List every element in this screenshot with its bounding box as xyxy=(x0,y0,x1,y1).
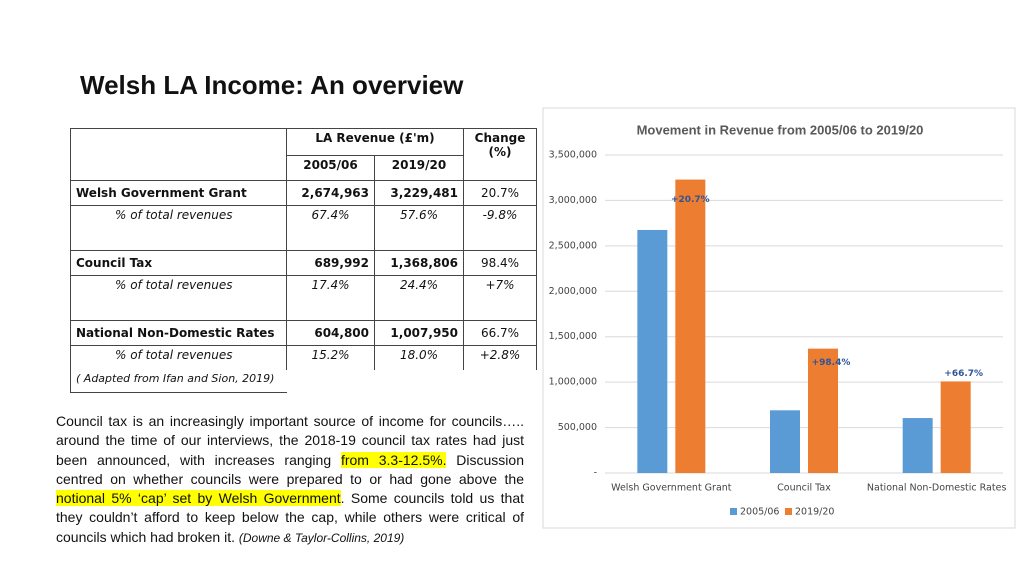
header-row: LA Revenue (£'m) Change (%) xyxy=(70,128,537,181)
y-tick-label: 2,500,000 xyxy=(549,240,597,251)
legend-label: 2019/20 xyxy=(795,507,834,518)
table-cell: 1,368,806 xyxy=(374,250,464,276)
table-cell: 18.0% xyxy=(374,345,464,370)
bar xyxy=(808,348,838,473)
bar-annotation: +20.7% xyxy=(671,195,710,205)
slide-title: Welsh LA Income: An overview xyxy=(80,70,464,100)
table-cell: +7% xyxy=(463,275,537,321)
table-cell: % of total revenues xyxy=(70,345,287,370)
x-tick-label: Welsh Government Grant xyxy=(611,483,732,494)
bar-annotation: +98.4% xyxy=(812,358,851,368)
table-cell: 2,674,963 xyxy=(286,180,375,206)
header-row: 2005/06 2019/20 xyxy=(71,155,537,181)
y-tick-label: 1,000,000 xyxy=(549,377,597,388)
legend-swatch xyxy=(785,508,792,515)
table-cell: 20.7% xyxy=(463,180,537,206)
bar-annotation: +66.7% xyxy=(944,369,983,379)
bar xyxy=(770,410,800,473)
table-cell: 24.4% xyxy=(374,275,464,321)
table-cell: -9.8% xyxy=(463,205,537,251)
table-row: % of total revenues 15.2% 18.0% +2.8% xyxy=(70,345,537,370)
bar xyxy=(637,229,668,473)
source-note: ( Adapted from Ifan and Sion, 2019) xyxy=(70,370,287,393)
y-tick-label: - xyxy=(594,468,597,479)
table-cell: +2.8% xyxy=(463,345,537,370)
header-cell: 2019/20 xyxy=(374,155,464,181)
bar xyxy=(675,179,706,473)
citation: (Downe & Taylor-Collins, 2019) xyxy=(238,530,405,545)
table-cell: % of total revenues xyxy=(70,205,287,251)
chart-frame xyxy=(542,107,1016,529)
paragraph: Council tax is an increasingly important… xyxy=(56,412,524,548)
y-tick-label: 500,000 xyxy=(558,422,597,433)
table-cell: 604,800 xyxy=(286,320,375,346)
text-segment: Discussion centred on whether councils w… xyxy=(56,451,524,487)
chart-title: Movement in Revenue from 2005/06 to 2019… xyxy=(637,122,924,137)
table-row: National Non-Domestic Rates 604,800 1,007,… xyxy=(70,320,537,346)
table-cell: Welsh Government Grant xyxy=(70,180,287,206)
table-row: % of total revenues 17.4% 24.4% +7% xyxy=(70,275,537,321)
legend-swatch xyxy=(730,508,737,515)
bar xyxy=(902,418,933,473)
source-row: ( Adapted from Ifan and Sion, 2019) xyxy=(70,370,537,393)
y-tick-label: 2,000,000 xyxy=(549,286,597,297)
table-cell: 17.4% xyxy=(286,275,375,321)
text-segment: notional 5% ‘cap’ set by Welsh Governmen… xyxy=(56,490,341,507)
table-cell: 689,992 xyxy=(286,250,375,276)
legend-label: 2005/06 xyxy=(740,507,779,518)
table-row: Council Tax 689,992 1,368,806 98.4% xyxy=(70,250,537,276)
empty-cell xyxy=(287,370,537,393)
revenue-table: LA Revenue (£'m) Change (%) 2005/06 2019… xyxy=(70,128,537,393)
table-cell: 1,007,950 xyxy=(374,320,464,346)
table-cell: Council Tax xyxy=(70,250,287,276)
header-cell: 2005/06 xyxy=(286,155,375,181)
text-segment: . Some councils told us that they couldn… xyxy=(56,490,525,545)
header-cell xyxy=(70,128,287,181)
y-tick-label: 3,000,000 xyxy=(549,195,597,206)
x-tick-label: National Non-Domestic Rates xyxy=(867,483,1007,494)
y-tick-label: 3,500,000 xyxy=(549,150,597,161)
table-cell: National Non-Domestic Rates xyxy=(70,320,287,346)
table-cell: 98.4% xyxy=(463,250,537,276)
text-segment: from 3.3-12.5%. xyxy=(340,451,447,468)
table-cell: 57.6% xyxy=(374,205,464,251)
y-tick-label: 1,500,000 xyxy=(549,331,597,342)
table-cell: 66.7% xyxy=(463,320,537,346)
table-cell: 3,229,481 xyxy=(374,180,464,206)
header-cell: Change (%) xyxy=(463,128,537,181)
text-segment: Council tax is an increasingly important… xyxy=(56,413,524,468)
table-row: Welsh Government Grant 2,674,963 3,229,481… xyxy=(70,180,537,206)
header-cell: LA Revenue (£'m) xyxy=(286,128,464,156)
table-cell: % of total revenues xyxy=(70,275,287,321)
x-tick-label: Council Tax xyxy=(777,483,831,494)
table-cell: 67.4% xyxy=(286,205,375,251)
table-row: % of total revenues 67.4% 57.6% -9.8% xyxy=(70,205,537,251)
bar xyxy=(940,381,971,473)
table-cell: 15.2% xyxy=(286,345,375,370)
